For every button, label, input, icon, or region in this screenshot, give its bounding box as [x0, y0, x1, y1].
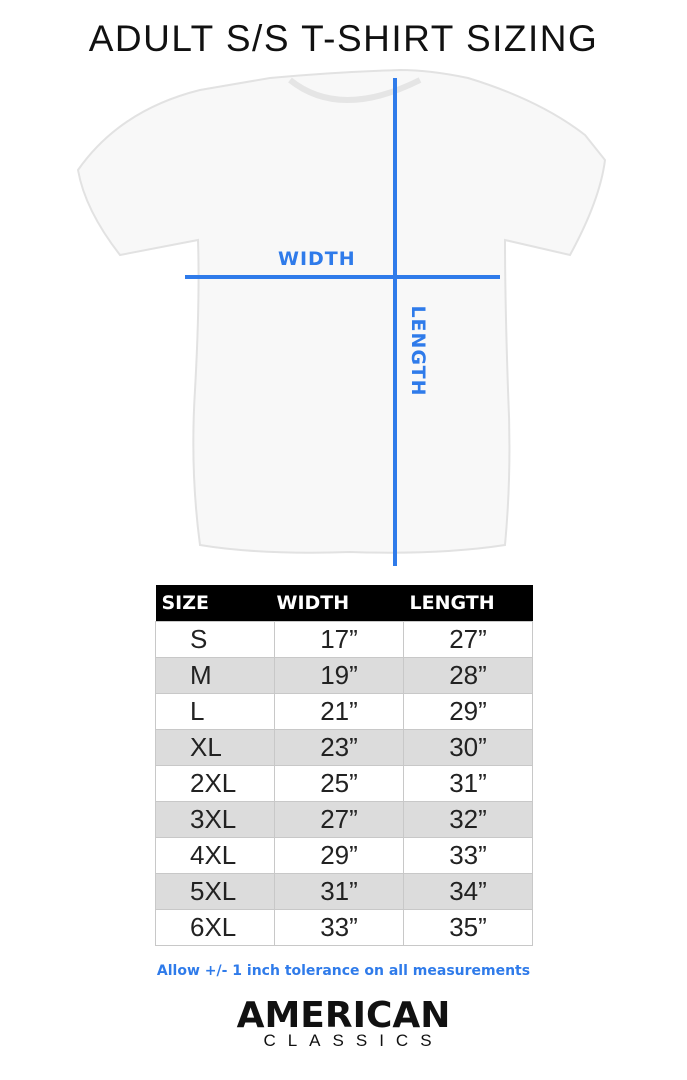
cell-size: 6XL: [155, 909, 275, 946]
table-row: M 19” 28”: [155, 657, 533, 694]
tshirt-image: [76, 68, 607, 554]
table-row: S 17” 27”: [155, 621, 533, 658]
table-row: 6XL 33” 35”: [155, 909, 533, 946]
table-row: 2XL 25” 31”: [155, 765, 533, 802]
cell-length: 33”: [403, 837, 533, 874]
cell-length: 29”: [403, 693, 533, 730]
cell-size: 3XL: [155, 801, 275, 838]
table-row: 3XL 27” 32”: [155, 801, 533, 838]
cell-size: 5XL: [155, 873, 275, 910]
cell-size: 2XL: [155, 765, 275, 802]
cell-size: M: [155, 657, 275, 694]
cell-width: 19”: [274, 657, 404, 694]
cell-width: 27”: [274, 801, 404, 838]
cell-length: 31”: [403, 765, 533, 802]
table-header: SIZE WIDTH LENGTH: [155, 585, 533, 622]
table-row: XL 23” 30”: [155, 729, 533, 766]
table-row: L 21” 29”: [155, 693, 533, 730]
tolerance-note: Allow +/- 1 inch tolerance on all measur…: [156, 963, 531, 979]
brand-logo: AMERICAN: [236, 995, 451, 1036]
size-table: SIZE WIDTH LENGTH S 17” 27” M 19” 28” L 21” 29” X…: [155, 585, 533, 946]
cell-width: 21”: [274, 693, 404, 730]
cell-length: 34”: [403, 873, 533, 910]
cell-length: 32”: [403, 801, 533, 838]
cell-width: 17”: [274, 621, 404, 658]
collar: [288, 77, 422, 103]
cell-size: L: [155, 693, 275, 730]
cell-width: 33”: [274, 909, 404, 946]
cell-width: 25”: [274, 765, 404, 802]
cell-size: 4XL: [155, 837, 275, 874]
brand-logo-subtitle: CLASSICS: [263, 1031, 444, 1050]
page-title: ADULT S/S T-SHIRT SIZING: [88, 18, 599, 59]
length-label: LENGTH: [407, 305, 429, 397]
table-row: 4XL 29” 33”: [155, 837, 533, 874]
header-width: WIDTH: [274, 585, 404, 622]
cell-size: XL: [155, 729, 275, 766]
header-size: SIZE: [155, 585, 275, 622]
cell-size: S: [155, 621, 275, 658]
tshirt-diagram: [76, 68, 607, 566]
cell-length: 27”: [403, 621, 533, 658]
cell-length: 30”: [403, 729, 533, 766]
cell-length: 28”: [403, 657, 533, 694]
cell-width: 29”: [274, 837, 404, 874]
table-row: 5XL 31” 34”: [155, 873, 533, 910]
width-label: WIDTH: [278, 248, 356, 270]
cell-width: 23”: [274, 729, 404, 766]
cell-width: 31”: [274, 873, 404, 910]
cell-length: 35”: [403, 909, 533, 946]
header-length: LENGTH: [403, 585, 533, 622]
